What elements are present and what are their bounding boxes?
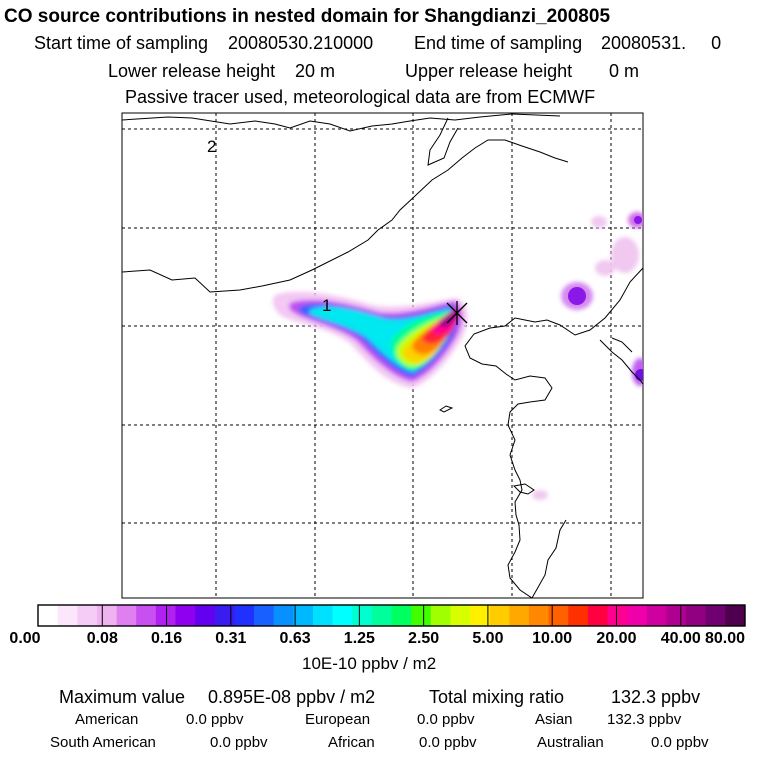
main-plume	[272, 291, 468, 388]
end-time-value: 20080531. 0	[601, 33, 722, 53]
colorbar-tick-label: 40.00	[660, 630, 701, 647]
region-label-2: 2	[207, 137, 216, 156]
colorbar-tick-label: 0.08	[86, 630, 118, 647]
region-label-1: 1	[322, 296, 331, 315]
chart-title: CO source contributions in nested domain…	[4, 6, 611, 27]
colorbar-tick-label: 0.00	[9, 630, 41, 647]
colorbar-swatch	[254, 605, 275, 626]
colorbar-swatch	[725, 605, 746, 626]
colorbar-swatch	[607, 605, 628, 626]
colorbar-swatch	[470, 605, 491, 626]
colorbar-frame	[37, 604, 746, 627]
colorbar-tick-label: 0.31	[215, 630, 247, 647]
region-value: 0.0 ppbv	[419, 734, 477, 751]
cross-icon	[446, 301, 468, 325]
colorbar-swatch	[646, 605, 667, 626]
colorbar-swatch	[293, 605, 314, 626]
region-name: Australian	[537, 734, 604, 751]
colorbar-swatch	[371, 605, 392, 626]
start-time-label: Start time of sampling	[34, 33, 209, 53]
colorbar-swatch	[391, 605, 412, 626]
colorbar-swatch	[116, 605, 137, 626]
colorbar	[37, 604, 746, 627]
colorbar-tick-label: 20.00	[596, 630, 637, 647]
colorbar-swatch	[509, 605, 530, 626]
colorbar-swatch	[489, 605, 510, 626]
colorbar-swatch	[332, 605, 353, 626]
region-value: 0.0 ppbv	[651, 734, 709, 751]
colorbar-swatch	[312, 605, 333, 626]
region-name: European	[305, 711, 371, 728]
colorbar-swatch	[38, 605, 59, 626]
colorbar-swatch	[666, 605, 687, 626]
colorbar-tick-label: 0.63	[279, 630, 311, 647]
colorbar-swatch	[568, 605, 589, 626]
region-value: 132.3 ppbv	[607, 711, 682, 728]
colorbar-swatch	[214, 605, 235, 626]
lower-release-label: Lower release height	[108, 61, 276, 81]
max-value-label: Maximum value	[59, 687, 186, 707]
end-time-label: End time of sampling	[414, 33, 583, 53]
region-value: 0.0 ppbv	[417, 711, 475, 728]
colorbar-swatch	[195, 605, 216, 626]
colorbar-swatch	[77, 605, 98, 626]
colorbar-swatch	[136, 605, 157, 626]
minor-plume-cores	[568, 216, 643, 381]
colorbar-swatch	[587, 605, 608, 626]
region-name: American	[75, 711, 139, 728]
colorbar-tick-label: 5.00	[472, 630, 504, 647]
tracer-note: Passive tracer used, meteorological data…	[125, 87, 596, 107]
region-name: South American	[50, 734, 156, 751]
colorbar-units: 10E-10 ppbv / m2	[302, 654, 437, 673]
colorbar-swatch	[686, 605, 707, 626]
colorbar-swatch	[705, 605, 726, 626]
colorbar-swatch	[411, 605, 432, 626]
colorbar-swatch	[430, 605, 451, 626]
colorbar-swatch	[155, 605, 176, 626]
colorbar-tick-label: 1.25	[343, 630, 375, 647]
upper-release-label: Upper release height	[405, 61, 573, 81]
colorbar-swatch	[273, 605, 294, 626]
colorbar-tick-label: 0.16	[150, 630, 183, 647]
upper-release-value: 0 m	[609, 61, 640, 81]
colorbar-swatch	[175, 605, 196, 626]
start-time-value: 20080530.210000	[228, 33, 374, 53]
colorbar-swatch	[548, 605, 569, 626]
lower-release-value: 20 m	[295, 61, 336, 81]
colorbar-tick-label: 2.50	[408, 630, 440, 647]
colorbar-swatch	[57, 605, 78, 626]
region-name: Asian	[535, 711, 573, 728]
region-value: 0.0 ppbv	[186, 711, 244, 728]
colorbar-tick-label: 80.00	[704, 630, 746, 647]
coastlines	[122, 113, 643, 598]
colorbar-swatch	[450, 605, 471, 626]
region-name: African	[328, 734, 375, 751]
colorbar-swatch	[96, 605, 117, 626]
colorbar-swatch	[627, 605, 648, 626]
colorbar-swatch	[234, 605, 255, 626]
colorbar-tick-label: 10.00	[532, 630, 573, 647]
total-mixing-value: 132.3 ppbv	[611, 687, 701, 707]
max-value: 0.895E-08 ppbv / m2	[208, 687, 376, 707]
region-value: 0.0 ppbv	[210, 734, 268, 751]
colorbar-swatch	[528, 605, 550, 626]
colorbar-swatch	[352, 605, 373, 626]
total-mixing-label: Total mixing ratio	[429, 687, 565, 707]
